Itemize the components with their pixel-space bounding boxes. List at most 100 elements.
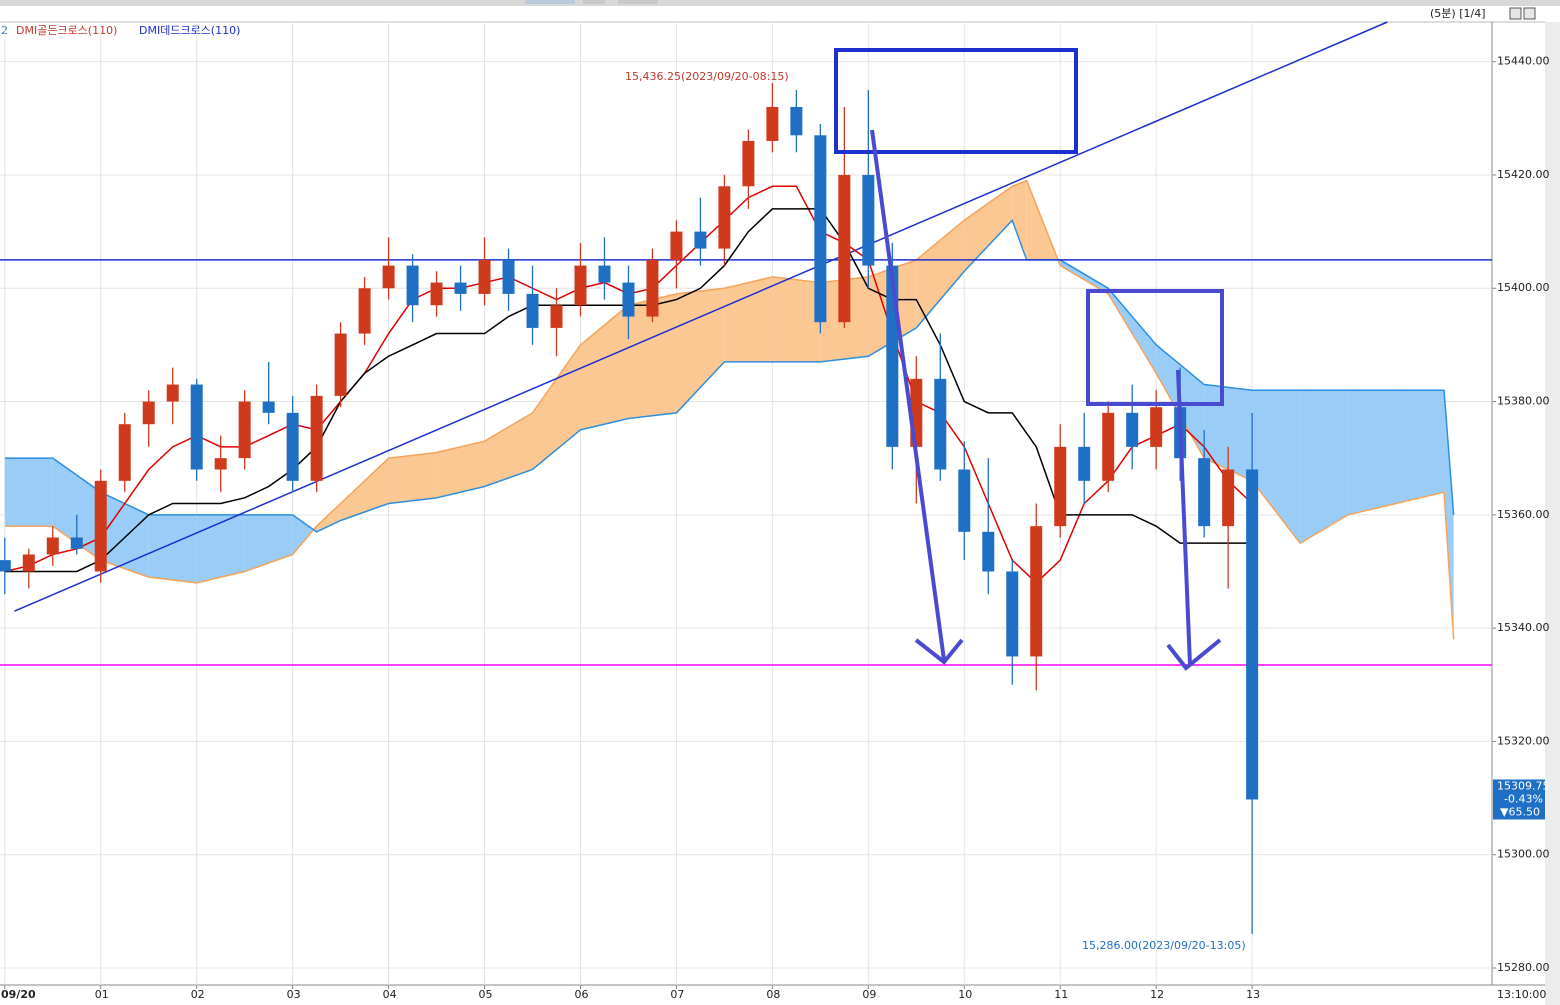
cloud-fill — [724, 276, 773, 362]
y-tick-label: 15340.00 — [1497, 621, 1550, 634]
candle-body — [214, 458, 227, 470]
candle-body — [1054, 446, 1067, 527]
candle-body — [118, 424, 131, 481]
candle-body — [358, 288, 371, 334]
x-tick-label: 04 — [383, 988, 397, 1001]
candle-body — [166, 384, 179, 402]
cloud-fill — [1348, 390, 1397, 515]
legend-item: DMI데드크로스(110) — [139, 24, 240, 37]
cloud-fill — [1300, 390, 1349, 544]
cloud-fill — [52, 458, 101, 561]
x-tick-label: 03 — [287, 988, 301, 1001]
legend-item: DMI골든크로스(110) — [16, 24, 117, 37]
candle-body — [862, 174, 875, 266]
candle-body — [526, 293, 539, 328]
cloud-fill — [4, 458, 53, 527]
y-tick-label: 15360.00 — [1497, 508, 1550, 521]
candle-body — [1030, 526, 1043, 657]
cloud-fill — [484, 412, 533, 487]
candle-body — [934, 378, 947, 470]
cloud-fill — [340, 458, 389, 521]
y-tick-label: 15280.00 — [1497, 961, 1550, 974]
change-pct: -0.43% — [1504, 792, 1543, 805]
candle-body — [1222, 469, 1235, 527]
candle-body — [70, 537, 83, 549]
change: ▼65.50 — [1500, 805, 1540, 818]
high-annotation: 15,436.25(2023/09/20-08:15) — [625, 70, 789, 83]
tab[interactable] — [618, 0, 658, 4]
y-tick-label: 15380.00 — [1497, 395, 1550, 408]
toolbar — [1545, 22, 1560, 1005]
candle-body — [478, 259, 491, 294]
candle-body — [1150, 407, 1163, 447]
candle-body — [1246, 469, 1259, 800]
cloud-fill — [1444, 390, 1454, 640]
top-bar — [0, 0, 1560, 6]
trend-line — [14, 21, 1388, 612]
window-button[interactable] — [1523, 7, 1536, 20]
candle-body — [598, 265, 611, 283]
x-tick-label: 11 — [1054, 988, 1068, 1001]
tab[interactable] — [525, 0, 575, 4]
tab[interactable] — [583, 0, 605, 4]
x-tick-label: 01 — [95, 988, 109, 1001]
cloud-fill — [772, 276, 821, 362]
candle-body — [94, 480, 107, 572]
window-button[interactable] — [1509, 7, 1522, 20]
cloud-fill — [628, 293, 677, 419]
candle-body — [310, 395, 323, 481]
cursor-time: 13:10:00 — [1497, 988, 1546, 1001]
candle-body — [0, 560, 11, 572]
candle-body — [1126, 412, 1139, 447]
period-label: (5분) [1/4] — [1430, 7, 1485, 20]
candle-body — [766, 106, 779, 141]
candle-body — [454, 282, 467, 294]
candle-body — [982, 531, 995, 572]
y-tick-label: 15300.00 — [1497, 848, 1550, 861]
candle-body — [190, 384, 203, 470]
box-drawing — [1086, 289, 1224, 406]
cloud-fill — [532, 344, 581, 470]
cloud-fill — [196, 514, 245, 583]
cloud-line — [4, 218, 1455, 533]
cloud-fill — [1060, 259, 1109, 294]
candle-body — [142, 401, 155, 425]
candle-body — [1102, 412, 1115, 481]
candle-body — [22, 554, 35, 572]
y-tick-label: 15320.00 — [1497, 734, 1550, 747]
candle-body — [46, 537, 59, 555]
x-tick-label: 05 — [479, 988, 493, 1001]
x-tick-label: 13 — [1246, 988, 1260, 1001]
cloud-fill — [148, 514, 197, 583]
x-tick-label: 07 — [670, 988, 684, 1001]
candle-body — [622, 282, 635, 317]
y-tick-label: 15400.00 — [1497, 281, 1550, 294]
candle-body — [742, 140, 755, 187]
drawings — [834, 48, 1224, 671]
box-drawing — [834, 48, 1078, 154]
arrow-head — [914, 638, 964, 665]
candle-body — [502, 259, 515, 294]
y-tick-label: 15420.00 — [1497, 168, 1550, 181]
candle-body — [838, 174, 851, 323]
cloud-fill — [1396, 390, 1445, 504]
candle-body — [406, 265, 419, 306]
cloud-fill — [292, 514, 317, 555]
x-tick-label: 12 — [1150, 988, 1164, 1001]
candle-body — [1006, 571, 1019, 657]
x-tick-label: 09/20 — [1, 988, 36, 1001]
candle-body — [814, 135, 827, 323]
low-annotation: 15,286.00(2023/09/20-13:05) — [1082, 939, 1246, 952]
cloud-fill — [1252, 390, 1301, 544]
candle-body — [286, 412, 299, 481]
cloud-fill — [580, 305, 629, 430]
candle-body — [694, 231, 707, 249]
x-tick-label: 10 — [958, 988, 972, 1001]
price-box-bg — [1493, 779, 1545, 820]
candle-body — [334, 333, 347, 396]
x-tick-label: 06 — [574, 988, 588, 1001]
candle-body — [550, 305, 563, 328]
cloud-fill — [436, 441, 485, 498]
arrow — [870, 129, 946, 661]
